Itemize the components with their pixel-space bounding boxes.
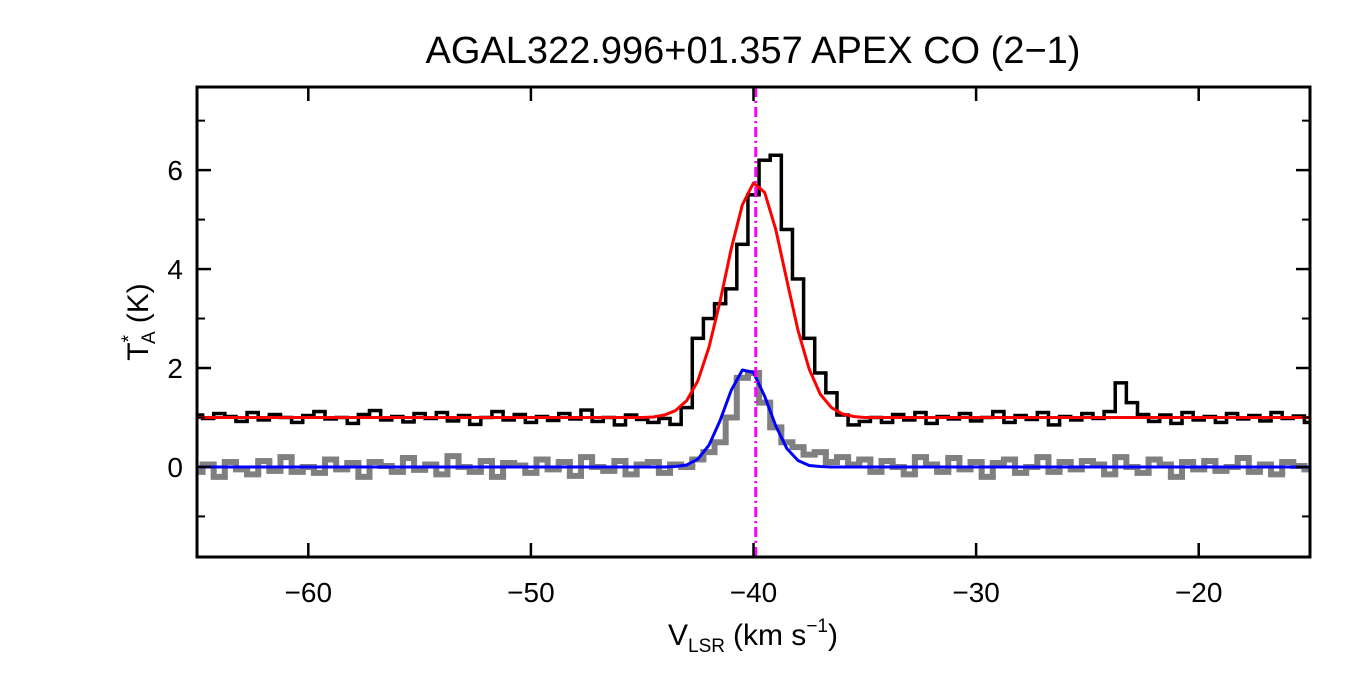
x-tick-label: −30 — [952, 577, 1000, 608]
y-tick-label: 0 — [167, 452, 183, 483]
y-tick-label: 2 — [167, 353, 183, 384]
x-label-sub: LSR — [688, 636, 725, 657]
y-label-main: T — [122, 342, 155, 360]
x-tick-label: −50 — [507, 577, 555, 608]
x-axis-label: VLSR (km s−1) — [668, 616, 838, 657]
fit-curve — [197, 181, 1310, 419]
x-label-unit: (km s — [733, 619, 806, 652]
y-tick-label: 4 — [167, 254, 183, 285]
y-tick-label: 6 — [167, 155, 183, 186]
y-label-sub: A — [139, 331, 160, 344]
fit-curve — [197, 368, 1310, 469]
x-tick-label: −20 — [1175, 577, 1223, 608]
x-tick-label: −60 — [285, 577, 333, 608]
chart-title: AGAL322.996+01.357 APEX CO (2−1) — [426, 30, 1081, 72]
plot-area — [197, 153, 1310, 480]
x-tick-label: −40 — [730, 577, 778, 608]
x-label-main: V — [668, 619, 688, 652]
y-label-sup: * — [119, 334, 140, 342]
x-label-close: ) — [828, 619, 838, 652]
y-axis-label: T*A (K) — [119, 283, 160, 360]
y-label-unit: (K) — [122, 283, 155, 323]
x-label-sup: −1 — [806, 616, 828, 637]
